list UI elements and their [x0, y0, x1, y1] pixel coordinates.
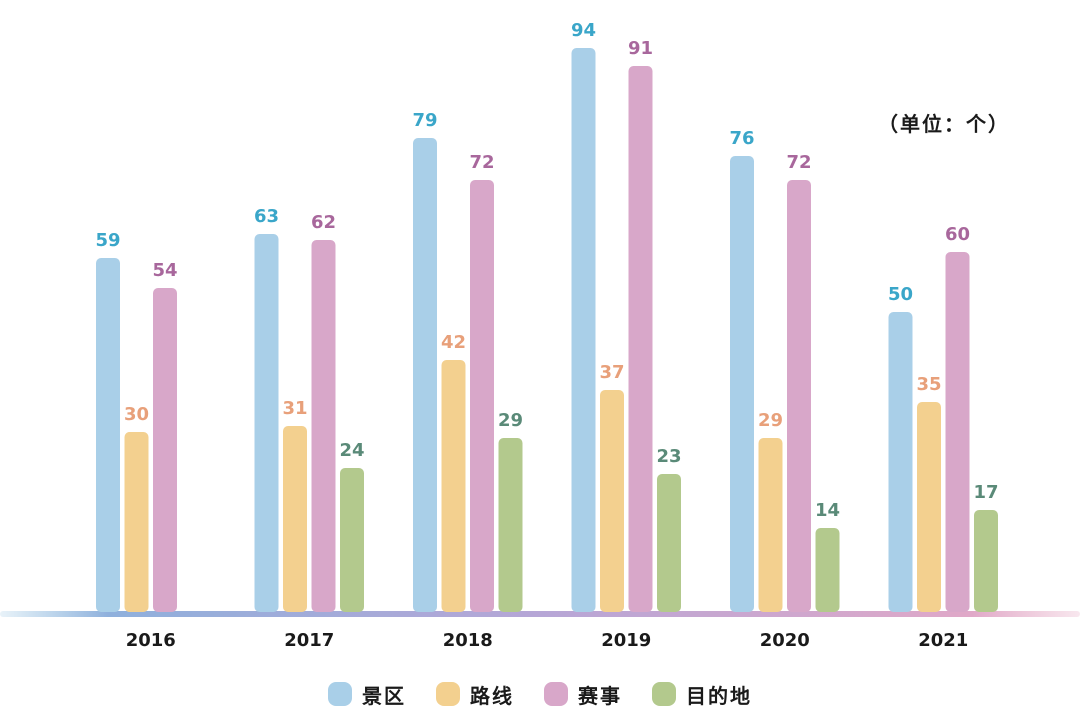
legend-item-1[interactable]: 路线	[436, 680, 514, 709]
bar-2020-0	[730, 156, 754, 612]
value-label-2020-2: 72	[786, 152, 811, 173]
bar-2019-1	[600, 390, 624, 612]
value-label-2020-1: 29	[758, 410, 783, 431]
bar-2019-3	[657, 474, 681, 612]
bar-2017-1	[283, 426, 307, 612]
value-label-2019-2: 91	[628, 38, 653, 59]
value-label-2021-1: 35	[916, 374, 941, 395]
value-label-2017-3: 24	[339, 440, 364, 461]
value-label-2019-3: 23	[656, 446, 681, 467]
value-label-2018-3: 29	[498, 410, 523, 431]
x-axis-line	[0, 611, 1080, 617]
bar-2016-1	[124, 432, 149, 612]
bar-2020-3	[815, 528, 840, 612]
bar-2018-3	[498, 438, 523, 612]
legend-item-3[interactable]: 目的地	[652, 680, 752, 709]
value-label-2021-3: 17	[973, 482, 998, 503]
bar-2018-0	[413, 138, 437, 612]
unit-label: （单位：个）	[878, 112, 1010, 136]
bar-2016-2	[153, 288, 177, 612]
legend-swatch-2	[544, 682, 568, 706]
value-labels-layer: 59 30 54 63 31 62 24 79 42 72 29 94 37 91 23 76 29 72 14 50…	[95, 20, 998, 521]
value-label-2016-1: 30	[124, 404, 149, 425]
legend-item-0[interactable]: 景区	[328, 680, 406, 709]
value-label-2018-1: 42	[441, 332, 466, 353]
value-label-2017-0: 63	[254, 206, 279, 227]
bars-layer	[96, 48, 998, 612]
x-tick-2017: 2017	[284, 630, 334, 651]
value-label-2018-2: 72	[469, 152, 494, 173]
value-label-2017-1: 31	[282, 398, 307, 419]
value-label-2019-1: 37	[599, 362, 624, 383]
value-label-2019-0: 94	[571, 20, 596, 41]
bar-2017-2	[311, 240, 336, 612]
value-label-2016-0: 59	[95, 230, 120, 251]
x-tick-labels-layer: 2016 2017 2018 2019 2020 2021	[126, 630, 969, 651]
legend-swatch-0	[328, 682, 352, 706]
x-tick-2019: 2019	[601, 630, 651, 651]
bar-2017-3	[340, 468, 364, 612]
x-tick-2018: 2018	[443, 630, 493, 651]
bar-2019-0	[571, 48, 596, 612]
value-label-2020-0: 76	[729, 128, 754, 149]
bar-2018-2	[470, 180, 494, 612]
bar-2021-1	[917, 402, 941, 612]
legend-swatch-3	[652, 682, 676, 706]
bar-2021-3	[974, 510, 998, 612]
legend-label-0: 景区	[362, 683, 406, 708]
x-tick-2021: 2021	[918, 630, 968, 651]
value-label-2021-0: 50	[888, 284, 913, 305]
value-label-2016-2: 54	[152, 260, 177, 281]
legend: 景区 路线 赛事 目的地	[0, 676, 1080, 712]
bar-2021-0	[888, 312, 913, 612]
value-label-2020-3: 14	[815, 500, 840, 521]
bar-2020-1	[758, 438, 783, 612]
x-tick-2020: 2020	[760, 630, 810, 651]
bar-2016-0	[96, 258, 120, 612]
bar-2019-2	[628, 66, 653, 612]
legend-label-2: 赛事	[578, 683, 622, 708]
x-tick-2016: 2016	[126, 630, 176, 651]
legend-label-1: 路线	[470, 683, 514, 708]
value-label-2018-0: 79	[412, 110, 437, 131]
bar-2017-0	[254, 234, 279, 612]
bar-2018-1	[441, 360, 466, 612]
bar-2020-2	[787, 180, 811, 612]
legend-swatch-1	[436, 682, 460, 706]
value-label-2017-2: 62	[311, 212, 336, 233]
legend-item-2[interactable]: 赛事	[544, 680, 622, 709]
legend-label-3: 目的地	[686, 683, 752, 708]
value-label-2021-2: 60	[945, 224, 970, 245]
bar-2021-2	[945, 252, 970, 612]
